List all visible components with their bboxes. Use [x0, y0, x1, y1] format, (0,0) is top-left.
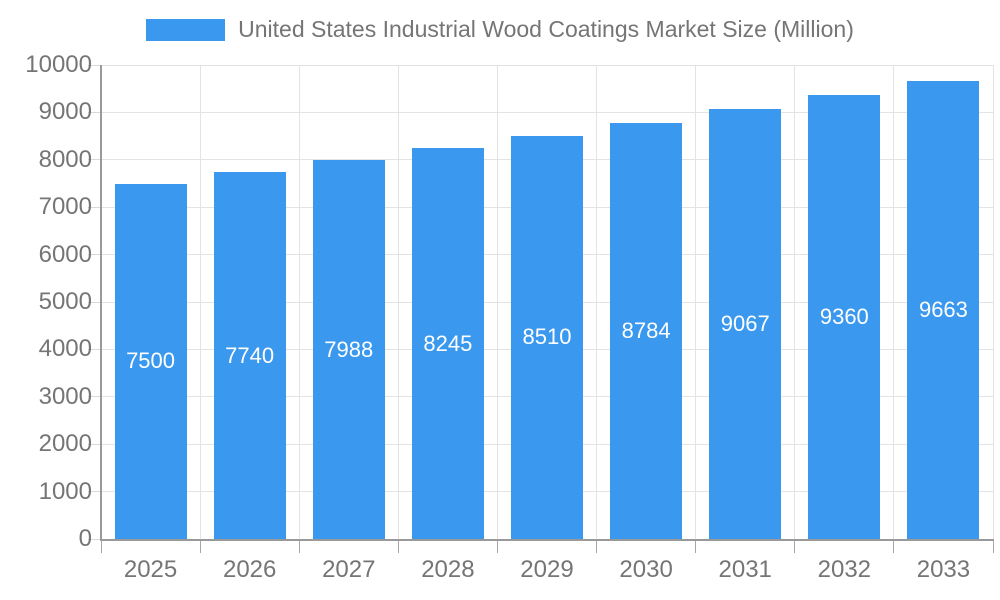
y-tick — [88, 206, 101, 208]
y-tick — [88, 111, 101, 113]
y-tick-label: 8000 — [38, 145, 92, 173]
x-tick-label: 2025 — [123, 556, 178, 583]
x-tick — [794, 541, 796, 553]
bar[interactable]: 9663 — [907, 80, 980, 539]
x-axis-line — [100, 539, 994, 541]
bar[interactable]: 7988 — [312, 160, 385, 539]
x-tick — [596, 541, 598, 553]
bar[interactable]: 8784 — [610, 122, 683, 539]
y-gridline — [101, 64, 993, 66]
bar[interactable]: 8245 — [411, 148, 484, 539]
x-gridline — [199, 65, 201, 539]
x-gridline — [992, 65, 994, 539]
y-tick-label: 2000 — [38, 430, 92, 458]
y-tick — [88, 159, 101, 161]
x-tick — [695, 541, 697, 553]
bar-value-label: 7500 — [126, 348, 176, 374]
x-gridline — [596, 65, 598, 539]
legend[interactable]: United States Industrial Wood Coatings M… — [0, 16, 1000, 43]
bar[interactable]: 9360 — [808, 95, 881, 539]
y-tick — [88, 301, 101, 303]
y-tick-label: 9000 — [38, 98, 92, 126]
x-tick-label: 2032 — [817, 556, 872, 583]
y-axis-line — [100, 65, 102, 541]
y-tick — [88, 443, 101, 445]
x-gridline — [695, 65, 697, 539]
bar[interactable]: 7500 — [114, 183, 187, 539]
y-tick-label: 0 — [78, 525, 92, 552]
bar-value-label: 7740 — [225, 342, 275, 368]
y-tick-label: 6000 — [38, 240, 92, 268]
y-tick-label: 1000 — [38, 477, 92, 505]
y-gridline — [101, 111, 993, 113]
bar-value-label: 8510 — [522, 324, 572, 350]
y-tick — [88, 348, 101, 350]
x-tick-label: 2033 — [916, 556, 971, 583]
x-tick-label: 2030 — [619, 556, 673, 583]
x-tick — [100, 541, 102, 553]
bar-value-label: 8245 — [423, 330, 473, 356]
x-tick-label: 2028 — [421, 556, 475, 583]
y-tick-label: 7000 — [38, 193, 92, 221]
x-tick — [893, 541, 895, 553]
x-gridline — [893, 65, 895, 539]
legend-label: United States Industrial Wood Coatings M… — [238, 16, 854, 42]
y-tick — [88, 491, 101, 493]
y-tick — [88, 396, 101, 398]
legend-swatch — [146, 18, 226, 41]
x-tick-label: 2027 — [322, 556, 376, 583]
bar-value-label: 9663 — [918, 296, 968, 322]
x-gridline — [298, 65, 300, 539]
bar-value-label: 7988 — [324, 336, 374, 362]
y-tick-label: 5000 — [38, 288, 92, 315]
x-gridline — [496, 65, 498, 539]
x-tick-label: 2031 — [718, 556, 772, 583]
x-tick — [992, 541, 994, 553]
x-gridline — [794, 65, 796, 539]
y-tick-label: 10000 — [25, 51, 92, 78]
x-tick — [397, 541, 399, 553]
bar-value-label: 9067 — [720, 311, 770, 337]
x-gridline — [397, 65, 399, 539]
x-tick — [298, 541, 300, 553]
y-tick — [88, 538, 101, 540]
x-tick — [496, 541, 498, 553]
x-tick-label: 2026 — [222, 556, 277, 583]
y-tick-label: 3000 — [38, 382, 92, 410]
y-tick — [88, 64, 101, 66]
bar[interactable]: 9067 — [709, 109, 782, 539]
bar-value-label: 9360 — [819, 304, 869, 330]
bar-value-label: 8784 — [621, 317, 671, 343]
bar[interactable]: 7740 — [213, 172, 286, 539]
x-tick — [199, 541, 201, 553]
x-tick-label: 2029 — [520, 556, 574, 583]
y-tick-label: 4000 — [38, 335, 92, 363]
y-tick — [88, 254, 101, 256]
bar[interactable]: 8510 — [511, 135, 583, 539]
